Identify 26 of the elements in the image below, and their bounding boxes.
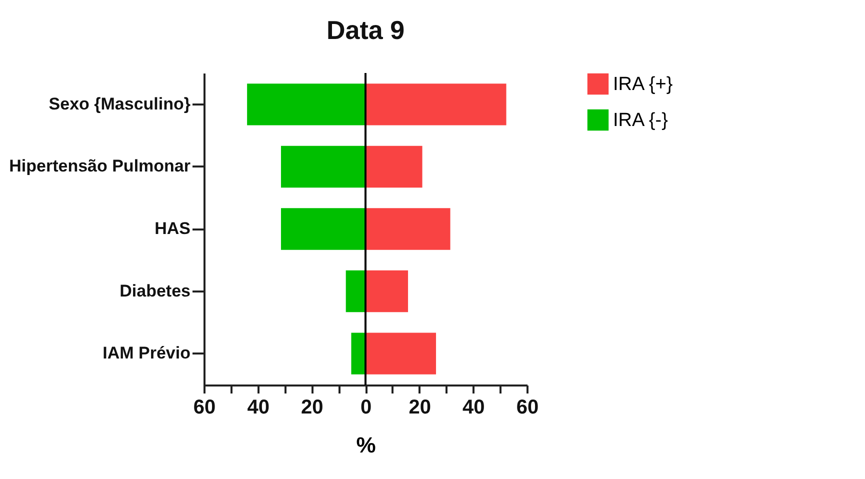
- bar: [366, 84, 506, 126]
- y-tick-label: Diabetes: [120, 281, 190, 300]
- bar: [247, 84, 366, 126]
- bar: [366, 332, 436, 374]
- bar: [366, 146, 422, 188]
- x-tick-label: 20: [408, 396, 431, 418]
- x-tick-label: 40: [247, 396, 270, 418]
- legend-label: IRA {+}: [613, 74, 673, 95]
- chart-title: Data 9: [326, 15, 405, 45]
- x-tick-label: 0: [360, 396, 372, 418]
- bar: [346, 270, 366, 312]
- y-tick-label: HAS: [154, 219, 190, 238]
- bar: [351, 332, 366, 374]
- y-tick-label: Sexo {Masculino}: [48, 94, 191, 114]
- x-tick-label: 40: [462, 396, 485, 418]
- legend-label: IRA {-}: [613, 110, 668, 131]
- x-tick-label: 60: [193, 396, 216, 418]
- bar: [280, 146, 366, 188]
- y-tick-label: Hipertensão Pulmonar: [9, 156, 191, 176]
- bar: [366, 208, 450, 250]
- bar: [366, 270, 408, 312]
- x-axis-title: %: [356, 432, 376, 458]
- x-tick-label: 60: [516, 396, 539, 418]
- x-tick-label: 20: [301, 396, 324, 418]
- y-tick-label: IAM Prévio: [102, 344, 190, 363]
- bar: [280, 208, 366, 250]
